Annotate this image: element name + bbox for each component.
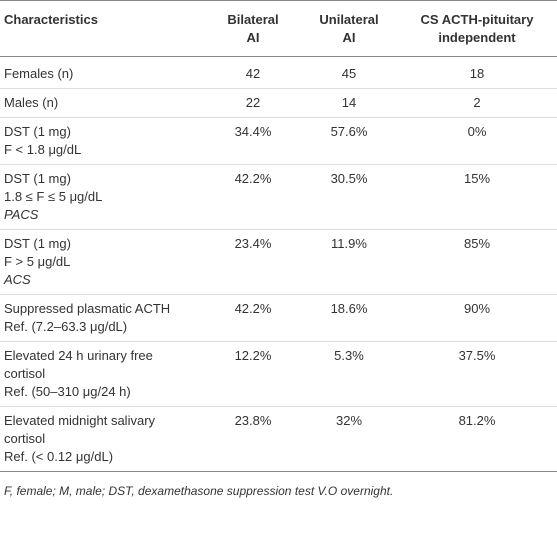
- header-cell: Characteristics: [0, 0, 205, 57]
- table-row: Elevated 24 h urinary free cortisol Ref. (…: [0, 341, 557, 407]
- value-cell: 0%: [397, 117, 557, 165]
- header-text: Unilateral: [319, 12, 379, 27]
- value-cell: 90%: [397, 294, 557, 342]
- label-text: Ref. (50–310 μg/24 h): [4, 384, 131, 399]
- value-cell: 23.8%: [205, 406, 301, 472]
- value-cell: 22: [205, 88, 301, 118]
- table-row: Males (n) 22 14 2: [0, 88, 557, 118]
- value-cell: 42: [245, 66, 261, 81]
- label-text: Elevated 24 h urinary free: [4, 348, 153, 363]
- value-cell: 14: [301, 88, 397, 118]
- header-row: Characteristics Bilateral AI Unilateral AI CS…: [0, 0, 557, 57]
- label-text: 1.8 ≤ F ≤ 5 μg/dL: [4, 189, 103, 204]
- row-label: Females (n): [0, 57, 205, 89]
- label-text: cortisol: [4, 431, 46, 446]
- value-cell: 45: [341, 66, 357, 81]
- header-text: Characteristics: [4, 12, 98, 27]
- row-label: Elevated 24 h urinary free cortisol Ref. (…: [0, 341, 205, 407]
- value-cell: 23.4%: [205, 229, 301, 295]
- value-cell: 18: [469, 66, 485, 81]
- table-body: Females (n) 42 45 18 Males (n) 22 14 2 DST (1 mg…: [0, 57, 557, 472]
- value-cell: 42.2%: [205, 164, 301, 230]
- label-text: PACS: [4, 207, 39, 222]
- label-text: Ref. (7.2–63.3 μg/dL): [4, 319, 128, 334]
- label-text: DST (1 mg): [4, 124, 71, 139]
- label-text: cortisol: [4, 366, 46, 381]
- table-row: DST (1 mg) F > 5 μg/dL ACS 23.4% 11.9% 85%: [0, 229, 557, 295]
- header-cell: Bilateral AI: [205, 0, 301, 57]
- label-text: Suppressed plasmatic ACTH: [4, 301, 171, 316]
- row-label: Males (n): [0, 88, 205, 118]
- label-text: F < 1.8 μg/dL: [4, 142, 82, 157]
- footnote: F, female; M, male; DST, dexamethasone s…: [4, 484, 394, 498]
- row-label: Elevated midnight salivary cortisol Ref. (…: [0, 406, 205, 472]
- value-cell: 81.2%: [397, 406, 557, 472]
- row-label: DST (1 mg) 1.8 ≤ F ≤ 5 μg/dL PACS: [0, 164, 205, 230]
- value-cell: 5.3%: [301, 341, 397, 407]
- header-cell: Unilateral AI: [301, 0, 397, 57]
- row-label: DST (1 mg) F < 1.8 μg/dL: [0, 117, 205, 165]
- table-row: Elevated midnight salivary cortisol Ref. (…: [0, 406, 557, 472]
- label-text: DST (1 mg): [4, 171, 71, 186]
- label-text: Females (n): [4, 66, 74, 81]
- header-text: AI: [342, 30, 356, 45]
- header-cell: CS ACTH-pituitary independent: [397, 0, 557, 57]
- row-label: DST (1 mg) F > 5 μg/dL ACS: [0, 229, 205, 295]
- data-table: Characteristics Bilateral AI Unilateral AI CS…: [0, 0, 557, 472]
- table-row: Suppressed plasmatic ACTH Ref. (7.2–63.3 …: [0, 294, 557, 342]
- label-text: F > 5 μg/dL: [4, 254, 71, 269]
- value-cell: 42.2%: [205, 294, 301, 342]
- header-text: CS ACTH-pituitary: [420, 12, 534, 27]
- value-cell: 30.5%: [301, 164, 397, 230]
- header-text: independent: [438, 30, 516, 45]
- value-cell: 11.9%: [301, 229, 397, 295]
- label-text: Males (n): [4, 95, 59, 110]
- value-cell: 34.4%: [205, 117, 301, 165]
- value-cell: 85%: [397, 229, 557, 295]
- label-text: DST (1 mg): [4, 236, 71, 251]
- row-label: Suppressed plasmatic ACTH Ref. (7.2–63.3 …: [0, 294, 205, 342]
- table-row: DST (1 mg) F < 1.8 μg/dL 34.4% 57.6% 0%: [0, 117, 557, 165]
- label-text: ACS: [4, 272, 31, 287]
- value-cell: 15%: [397, 164, 557, 230]
- header-text: Bilateral: [227, 12, 279, 27]
- label-text: Elevated midnight salivary: [4, 413, 156, 428]
- value-cell: 57.6%: [301, 117, 397, 165]
- table-row: Females (n) 42 45 18: [0, 57, 557, 89]
- value-cell: 37.5%: [397, 341, 557, 407]
- value-cell: 18.6%: [301, 294, 397, 342]
- value-cell: 2: [397, 88, 557, 118]
- value-cell: 32%: [301, 406, 397, 472]
- header-text: AI: [246, 30, 260, 45]
- label-text: Ref. (< 0.12 μg/dL): [4, 449, 114, 464]
- table-row: DST (1 mg) 1.8 ≤ F ≤ 5 μg/dL PACS 42.2% 30.5…: [0, 164, 557, 230]
- value-cell: 12.2%: [205, 341, 301, 407]
